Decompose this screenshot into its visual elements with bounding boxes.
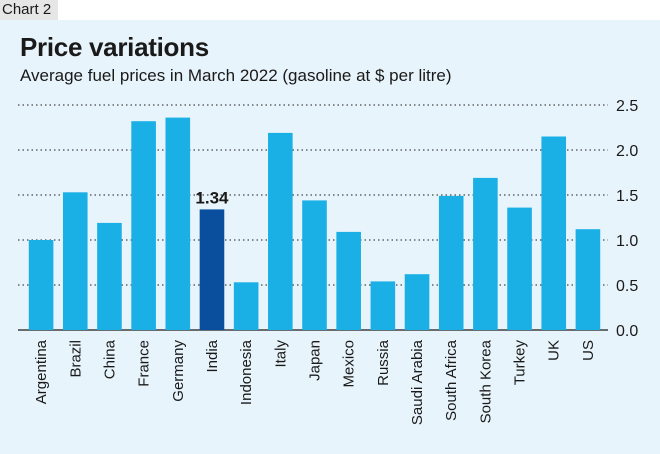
bar-turkey	[507, 207, 532, 330]
chart-number-label: Chart 2	[0, 0, 58, 20]
x-tick-label: South Africa	[443, 339, 460, 421]
bar-brazil	[62, 192, 88, 330]
x-tick-label: UK	[546, 340, 563, 361]
x-tick-label: India	[204, 339, 221, 372]
bar-south-korea	[473, 177, 498, 330]
x-tick-label: US	[580, 340, 597, 361]
bars	[28, 117, 601, 330]
y-tick-label: 2.0	[616, 143, 638, 160]
x-tick-label: Russia	[375, 339, 392, 386]
x-tick-label: Turkey	[512, 340, 529, 386]
bar-uk	[541, 136, 567, 330]
y-tick-label: 1.5	[616, 188, 638, 205]
bar-russia	[370, 281, 396, 330]
data-label: 1.34	[195, 188, 229, 207]
chart-title: Price variations	[20, 32, 209, 62]
y-tick-label: 0.5	[616, 278, 638, 295]
bar-south-africa	[438, 195, 464, 330]
x-tick-label: Indonesia	[238, 339, 255, 405]
x-tick-label: Mexico	[341, 340, 358, 388]
bar-indonesia	[233, 282, 259, 330]
data-labels: 1.34	[195, 188, 229, 207]
x-tick-label: Japan	[307, 340, 324, 381]
bar-japan	[302, 200, 327, 330]
x-tick-label: South Korea	[477, 339, 494, 423]
bar-france	[131, 121, 156, 330]
bar-saudi-arabia	[404, 274, 430, 330]
x-tick-label: France	[136, 340, 153, 387]
x-axis-labels: Argentina Brazil China France Germany India In…	[33, 339, 597, 425]
bar-germany	[165, 117, 191, 330]
chart-subtitle: Average fuel prices in March 2022 (gasol…	[20, 66, 452, 85]
bar-us	[575, 229, 601, 330]
x-tick-label: Brazil	[67, 340, 84, 378]
y-tick-label: 2.5	[616, 98, 638, 115]
x-tick-label: Saudi Arabia	[409, 339, 426, 425]
bar-china	[97, 222, 122, 330]
x-tick-label: Argentina	[33, 339, 50, 404]
x-tick-label: China	[101, 339, 118, 379]
x-tick-label: Germany	[170, 340, 187, 402]
bar-india	[199, 209, 225, 330]
y-axis-ticks: 0.0 0.5 1.0 1.5 2.0 2.5	[616, 98, 638, 340]
y-tick-label: 1.0	[616, 233, 638, 250]
y-tick-label: 0.0	[616, 323, 638, 340]
bar-mexico	[336, 231, 361, 330]
x-tick-label: Italy	[272, 340, 289, 368]
bar-argentina	[28, 240, 54, 330]
bar-italy	[268, 132, 293, 330]
